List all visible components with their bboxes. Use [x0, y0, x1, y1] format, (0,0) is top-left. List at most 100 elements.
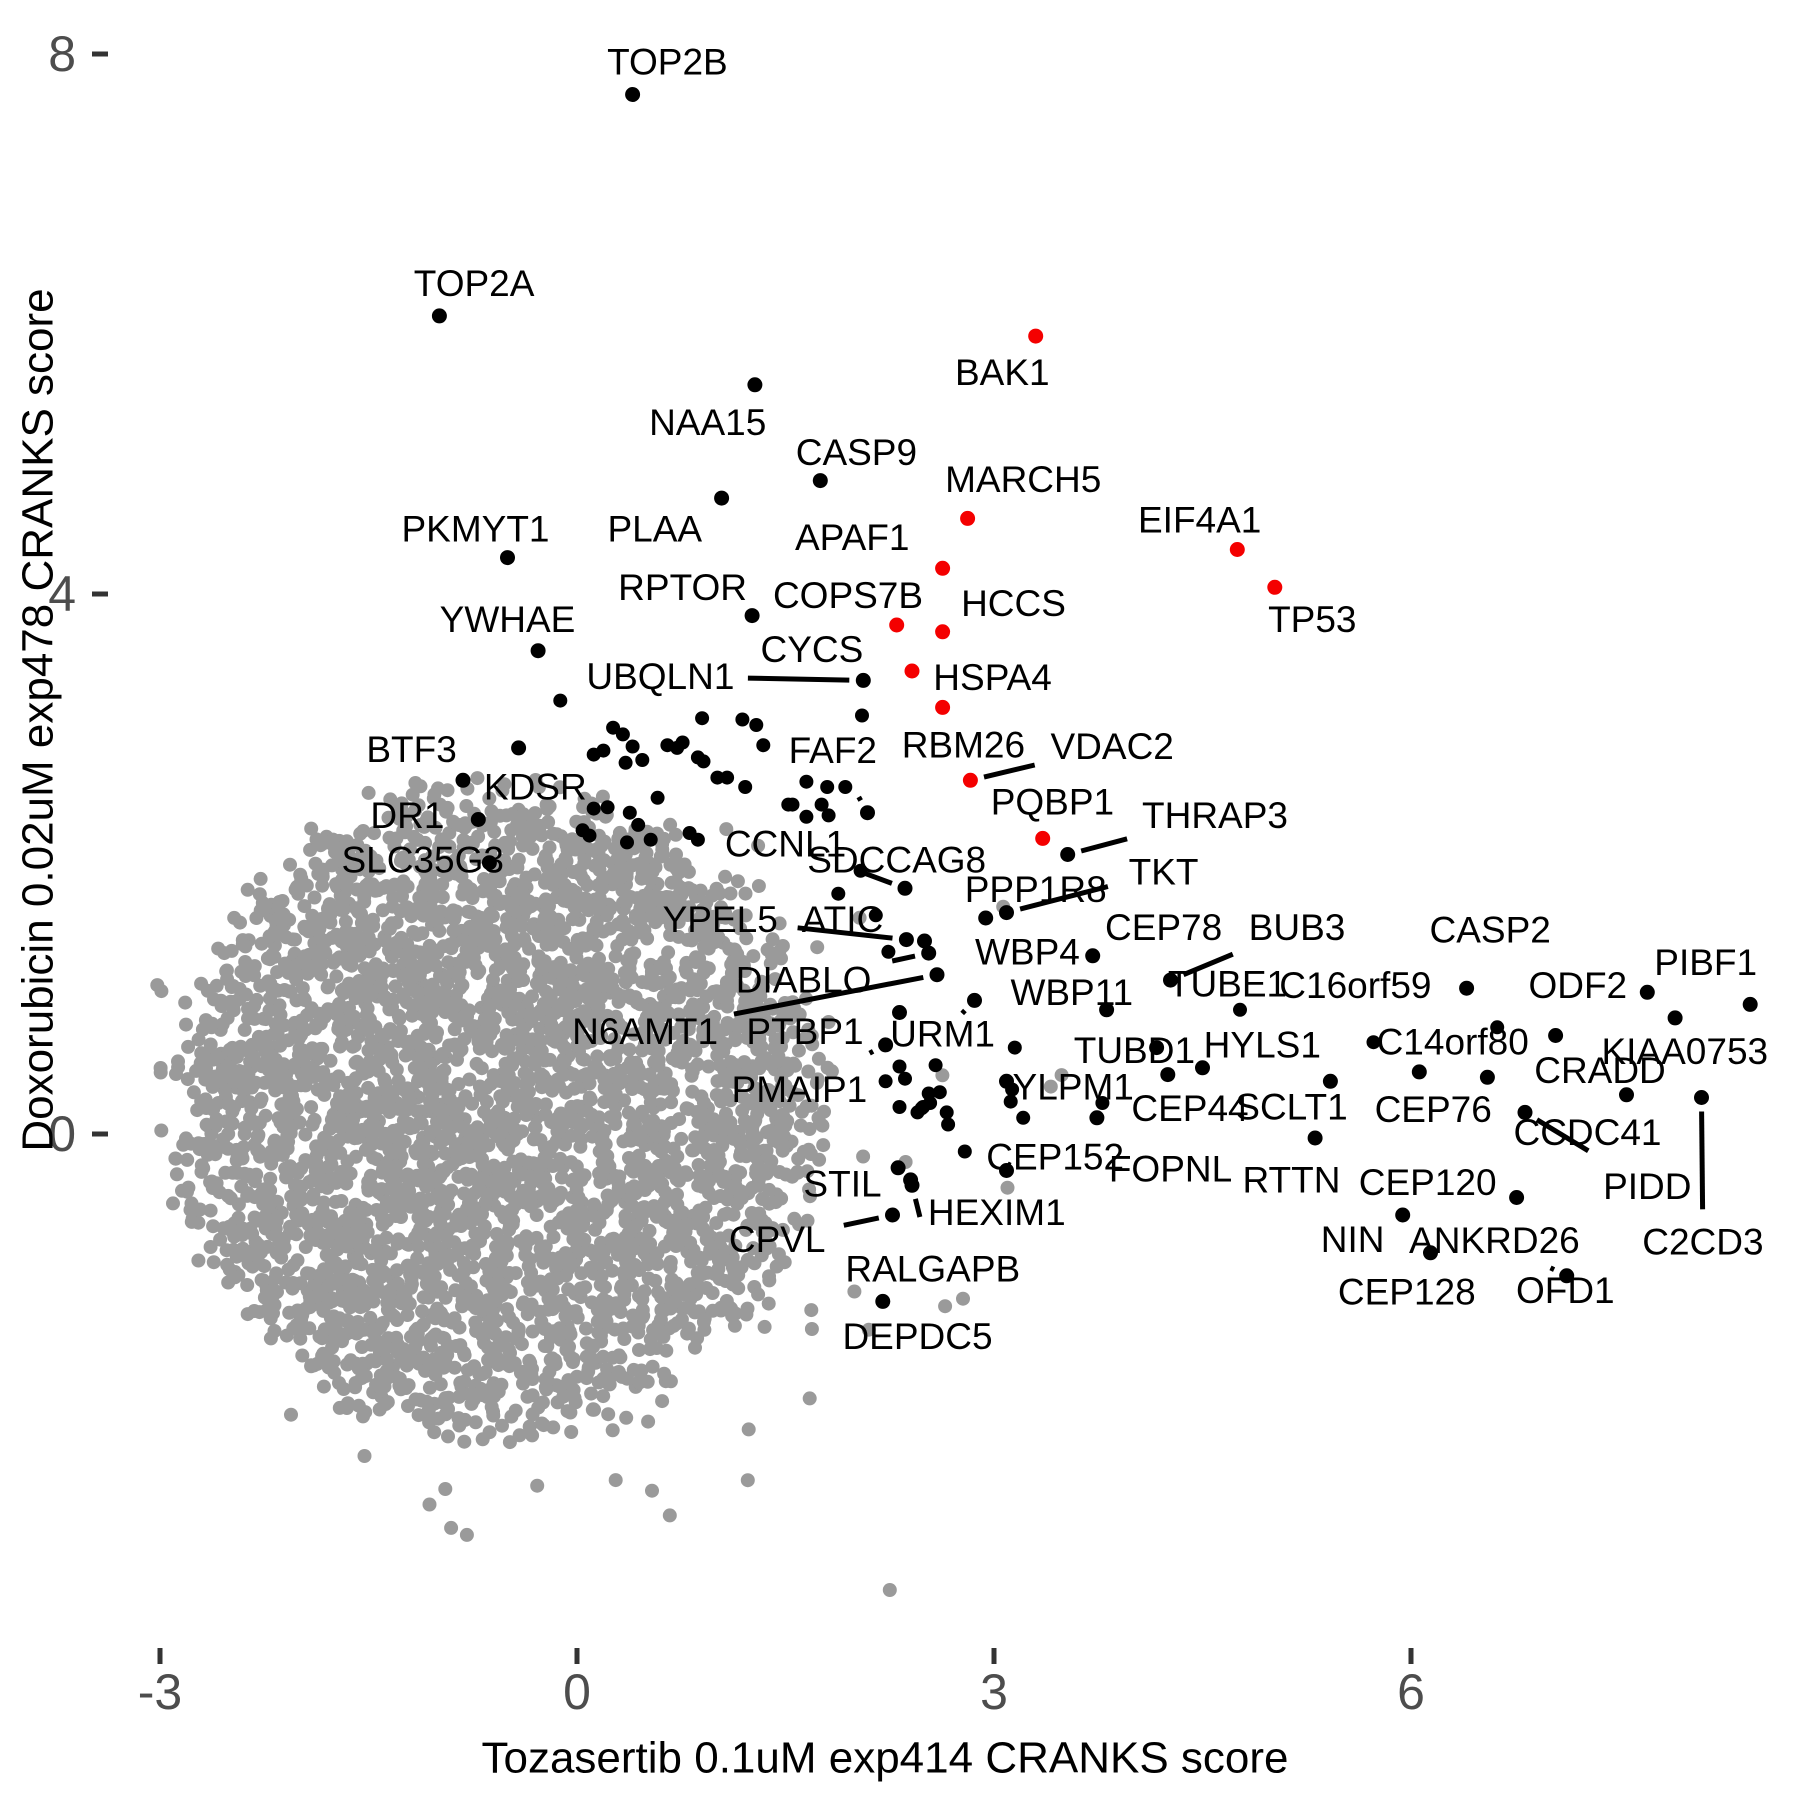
black-point: [881, 944, 896, 959]
gene-point-CEP128: [1423, 1245, 1438, 1261]
gene-label-BAK1: BAK1: [955, 352, 1050, 393]
gene-label-CEP120: CEP120: [1359, 1162, 1497, 1203]
gene-point-YPEL5: [898, 932, 914, 948]
gene-point-TKT: [999, 905, 1014, 921]
gene-label-HEXIM1: HEXIM1: [928, 1192, 1066, 1233]
gene-point-CRADD: [1548, 1028, 1564, 1043]
gene-point-FOPNL: [1089, 1110, 1105, 1126]
y-tick-label: 8: [48, 26, 76, 82]
gene-point-CASP9: [812, 473, 828, 489]
leader-line-PMAIP1: [868, 1049, 875, 1056]
black-point: [695, 711, 710, 726]
gene-point-STIL: [890, 1160, 906, 1176]
black-point: [831, 886, 846, 901]
gene-point-PQBP1: [1035, 830, 1051, 846]
black-point: [799, 809, 814, 824]
leader-line-C2CD3: [1699, 1111, 1706, 1210]
gene-label-CASP2: CASP2: [1430, 910, 1551, 951]
gene-label-PIDD: PIDD: [1603, 1166, 1691, 1207]
gene-point-COPS7B: [889, 617, 905, 633]
black-point: [696, 754, 711, 769]
black-point: [892, 1100, 907, 1114]
gene-label-CASP9: CASP9: [796, 432, 917, 473]
gene-point-HYLS1: [1195, 1060, 1210, 1076]
gene-point-PIDD: [1517, 1104, 1533, 1120]
black-point: [606, 720, 621, 735]
black-point: [618, 755, 633, 770]
gene-label-EIF4A1: EIF4A1: [1138, 499, 1261, 540]
leader-line-FAF2: [856, 795, 863, 802]
x-tick-label: 0: [563, 1664, 591, 1720]
black-point: [898, 1071, 912, 1086]
gene-label-RTTN: RTTN: [1243, 1159, 1341, 1200]
gene-label-BUB3: BUB3: [1249, 907, 1346, 948]
gene-label-CYCS: CYCS: [760, 629, 863, 670]
gene-label-N6AMT1: N6AMT1: [572, 1011, 718, 1052]
gene-point-HCCS: [935, 624, 951, 640]
gene-label-CCNL1: CCNL1: [725, 823, 846, 864]
leader-line-TKT: [1019, 884, 1109, 912]
black-point: [615, 727, 630, 742]
gene-point-TOP2A: [431, 308, 447, 324]
gene-point-TUBD1: [1149, 1040, 1165, 1056]
gene-label-CPVL: CPVL: [729, 1219, 826, 1260]
black-point: [650, 790, 665, 805]
black-point: [928, 1058, 943, 1073]
black-point: [1016, 1110, 1031, 1125]
gene-label-DEPDC5: DEPDC5: [842, 1316, 992, 1357]
gene-point-APAF1: [935, 560, 951, 576]
black-point: [690, 832, 705, 847]
leader-line-ANKRD26: [1549, 1265, 1556, 1272]
gene-label-TKT: TKT: [1129, 852, 1199, 893]
gene-label-CEP128: CEP128: [1338, 1272, 1476, 1313]
gene-label-TUBE1: TUBE1: [1168, 964, 1287, 1005]
gene-label-CEP152: CEP152: [986, 1137, 1124, 1178]
gene-label-CEP44: CEP44: [1131, 1088, 1248, 1129]
black-point: [916, 1100, 931, 1114]
black-point: [1233, 1002, 1247, 1017]
gene-point-URM1: [967, 992, 982, 1008]
black-point: [596, 743, 611, 758]
leader-line-DIABLO: [891, 953, 916, 964]
x-tick-label: 3: [980, 1664, 1008, 1720]
gene-label-VDAC2: VDAC2: [1051, 726, 1174, 767]
leader-line-CCNL1: [859, 869, 893, 886]
gene-label-RBM26: RBM26: [902, 725, 1025, 766]
black-point: [868, 908, 883, 923]
gene-point-YLPM1: [999, 1073, 1014, 1089]
y-tick-label: 0: [48, 1106, 76, 1162]
black-point: [735, 712, 750, 727]
black-point: [643, 832, 658, 847]
gene-point-CEP44: [1160, 1067, 1176, 1083]
gene-point-DR1: [470, 812, 486, 827]
black-point: [939, 1105, 954, 1120]
black-point: [631, 817, 646, 832]
black-point: [799, 774, 814, 789]
gene-point-CPVL: [885, 1207, 900, 1223]
gene-point-HSPA4: [904, 663, 920, 679]
gene-label-TOP2A: TOP2A: [414, 263, 535, 304]
gene-point-SLC35G3: [481, 855, 497, 871]
black-point: [814, 797, 829, 812]
gene-label-RPTOR: RPTOR: [618, 567, 747, 608]
gene-label-PPP1R8: PPP1R8: [965, 869, 1107, 910]
gene-point-BUB3: [1163, 972, 1178, 988]
black-point: [855, 708, 869, 723]
black-point: [620, 835, 634, 850]
gene-labels: TOP2B TOP2A BAK1 NAA15 CASP9 MARCH5 PLAA APAF1 E…: [341, 42, 1768, 1357]
gene-point-WBP11: [1099, 1002, 1115, 1018]
black-point: [1095, 1096, 1110, 1110]
gene-label-DR1: DR1: [370, 795, 444, 836]
gene-label-PKMYT1: PKMYT1: [401, 509, 549, 550]
gene-point-KDSR: [455, 772, 471, 788]
black-point: [586, 801, 601, 816]
gene-point-C16orf59: [1459, 980, 1475, 996]
black-point: [710, 770, 725, 785]
gene-point-PTBP1: [892, 1005, 907, 1020]
gene-label-C16orf59: C16orf59: [1279, 965, 1431, 1006]
gene-label-THRAP3: THRAP3: [1142, 795, 1288, 836]
gene-label-MARCH5: MARCH5: [945, 459, 1101, 500]
black-point: [582, 828, 597, 843]
black-point: [738, 780, 753, 794]
gene-point-ODF2: [1639, 984, 1655, 1000]
